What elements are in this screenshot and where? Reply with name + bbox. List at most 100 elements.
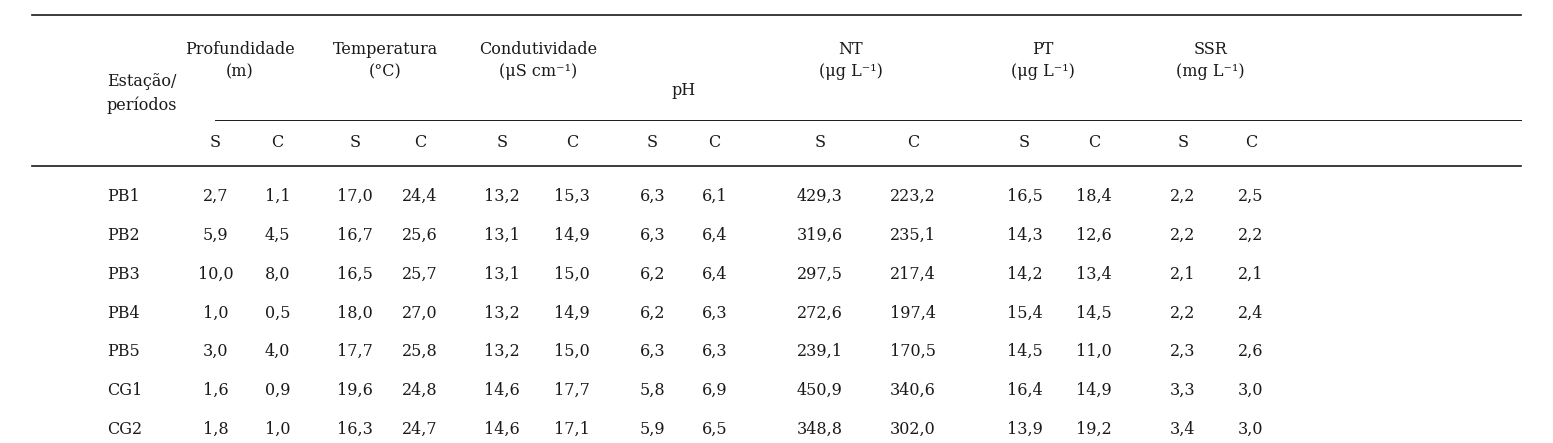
Text: 27,0: 27,0: [402, 304, 438, 322]
Text: PB4: PB4: [107, 304, 140, 322]
Text: 14,6: 14,6: [485, 382, 520, 399]
Text: 1,1: 1,1: [264, 188, 290, 205]
Text: PB2: PB2: [107, 227, 140, 244]
Text: C: C: [1089, 134, 1101, 151]
Text: 6,2: 6,2: [640, 304, 665, 322]
Text: 450,9: 450,9: [797, 382, 843, 399]
Text: 8,0: 8,0: [264, 266, 290, 283]
Text: 5,8: 5,8: [640, 382, 665, 399]
Text: 2,3: 2,3: [1169, 343, 1196, 360]
Text: C: C: [708, 134, 721, 151]
Text: 6,4: 6,4: [702, 266, 727, 283]
Text: 24,7: 24,7: [402, 421, 438, 438]
Text: Estação/
períodos: Estação/ períodos: [107, 73, 177, 114]
Text: 3,0: 3,0: [1238, 421, 1264, 438]
Text: 25,8: 25,8: [402, 343, 438, 360]
Text: 340,6: 340,6: [890, 382, 936, 399]
Text: 14,9: 14,9: [1076, 382, 1112, 399]
Text: 3,3: 3,3: [1169, 382, 1196, 399]
Text: 170,5: 170,5: [890, 343, 936, 360]
Text: 13,4: 13,4: [1076, 266, 1112, 283]
Text: 2,1: 2,1: [1238, 266, 1264, 283]
Text: 16,5: 16,5: [1006, 188, 1042, 205]
Text: 1,0: 1,0: [264, 421, 290, 438]
Text: SSR
(mg L⁻¹): SSR (mg L⁻¹): [1176, 41, 1246, 80]
Text: S: S: [497, 134, 508, 151]
Text: 14,9: 14,9: [554, 227, 590, 244]
Text: 14,2: 14,2: [1006, 266, 1042, 283]
Text: 3,0: 3,0: [1238, 382, 1264, 399]
Text: 5,9: 5,9: [202, 227, 228, 244]
Text: 17,0: 17,0: [337, 188, 373, 205]
Text: Condutividade
(μS cm⁻¹): Condutividade (μS cm⁻¹): [480, 41, 598, 80]
Text: 13,9: 13,9: [1006, 421, 1042, 438]
Text: 2,5: 2,5: [1238, 188, 1264, 205]
Text: 19,2: 19,2: [1076, 421, 1112, 438]
Text: S: S: [349, 134, 360, 151]
Text: 14,3: 14,3: [1006, 227, 1042, 244]
Text: S: S: [1019, 134, 1030, 151]
Text: 2,1: 2,1: [1169, 266, 1196, 283]
Text: C: C: [1246, 134, 1256, 151]
Text: 197,4: 197,4: [890, 304, 936, 322]
Text: 16,7: 16,7: [337, 227, 373, 244]
Text: 0,5: 0,5: [264, 304, 290, 322]
Text: S: S: [648, 134, 658, 151]
Text: 3,0: 3,0: [202, 343, 228, 360]
Text: 235,1: 235,1: [890, 227, 936, 244]
Text: 13,2: 13,2: [485, 188, 520, 205]
Text: PB1: PB1: [107, 188, 140, 205]
Text: 14,9: 14,9: [554, 304, 590, 322]
Text: 272,6: 272,6: [797, 304, 843, 322]
Text: S: S: [210, 134, 221, 151]
Text: 2,2: 2,2: [1238, 227, 1264, 244]
Text: CG1: CG1: [107, 382, 141, 399]
Text: 13,2: 13,2: [485, 343, 520, 360]
Text: 25,7: 25,7: [402, 266, 438, 283]
Text: 2,4: 2,4: [1238, 304, 1264, 322]
Text: 6,4: 6,4: [702, 227, 727, 244]
Text: 3,4: 3,4: [1169, 421, 1196, 438]
Text: 12,6: 12,6: [1076, 227, 1112, 244]
Text: 24,4: 24,4: [402, 188, 438, 205]
Text: 6,2: 6,2: [640, 266, 665, 283]
Text: 16,4: 16,4: [1006, 382, 1042, 399]
Text: C: C: [565, 134, 578, 151]
Text: 2,6: 2,6: [1238, 343, 1264, 360]
Text: 2,7: 2,7: [202, 188, 228, 205]
Text: 4,0: 4,0: [264, 343, 290, 360]
Text: 217,4: 217,4: [890, 266, 936, 283]
Text: 13,1: 13,1: [485, 227, 520, 244]
Text: PT
(μg L⁻¹): PT (μg L⁻¹): [1011, 41, 1075, 80]
Text: 17,7: 17,7: [554, 382, 590, 399]
Text: 1,6: 1,6: [202, 382, 228, 399]
Text: 19,6: 19,6: [337, 382, 373, 399]
Text: 6,3: 6,3: [640, 188, 665, 205]
Text: 319,6: 319,6: [797, 227, 843, 244]
Text: 6,1: 6,1: [702, 188, 727, 205]
Text: 15,3: 15,3: [554, 188, 590, 205]
Text: NT
(μg L⁻¹): NT (μg L⁻¹): [818, 41, 882, 80]
Text: 6,3: 6,3: [702, 304, 727, 322]
Text: 16,5: 16,5: [337, 266, 373, 283]
Text: S: S: [814, 134, 825, 151]
Text: pH: pH: [671, 82, 696, 98]
Text: 6,3: 6,3: [640, 343, 665, 360]
Text: 6,3: 6,3: [702, 343, 727, 360]
Text: 17,1: 17,1: [554, 421, 590, 438]
Text: 1,8: 1,8: [202, 421, 228, 438]
Text: C: C: [907, 134, 919, 151]
Text: 2,2: 2,2: [1169, 227, 1196, 244]
Text: 14,6: 14,6: [485, 421, 520, 438]
Text: 15,4: 15,4: [1006, 304, 1042, 322]
Text: 4,5: 4,5: [264, 227, 290, 244]
Text: 13,1: 13,1: [485, 266, 520, 283]
Text: 11,0: 11,0: [1076, 343, 1112, 360]
Text: 24,8: 24,8: [402, 382, 438, 399]
Text: 14,5: 14,5: [1076, 304, 1112, 322]
Text: PB5: PB5: [107, 343, 140, 360]
Text: 297,5: 297,5: [797, 266, 843, 283]
Text: S: S: [1177, 134, 1188, 151]
Text: 10,0: 10,0: [197, 266, 233, 283]
Text: 15,0: 15,0: [554, 266, 590, 283]
